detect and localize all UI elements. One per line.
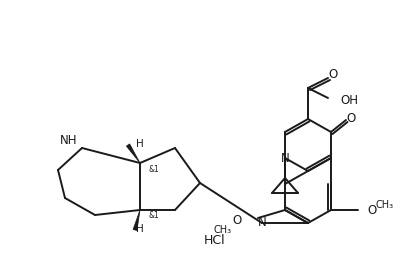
Text: O: O	[328, 69, 338, 82]
Text: &1: &1	[149, 211, 159, 219]
Text: N: N	[280, 151, 289, 165]
Text: CH₃: CH₃	[214, 225, 232, 235]
Polygon shape	[133, 210, 140, 230]
Text: OH: OH	[340, 93, 358, 106]
Text: O: O	[367, 203, 376, 216]
Text: &1: &1	[149, 166, 159, 174]
Text: NH: NH	[60, 134, 77, 147]
Text: HCl: HCl	[204, 233, 226, 246]
Text: O: O	[233, 214, 242, 228]
Text: H: H	[136, 224, 144, 234]
Text: N: N	[258, 216, 266, 230]
Polygon shape	[126, 144, 140, 163]
Text: O: O	[346, 112, 355, 124]
Text: H: H	[136, 139, 144, 149]
Text: CH₃: CH₃	[376, 200, 394, 210]
